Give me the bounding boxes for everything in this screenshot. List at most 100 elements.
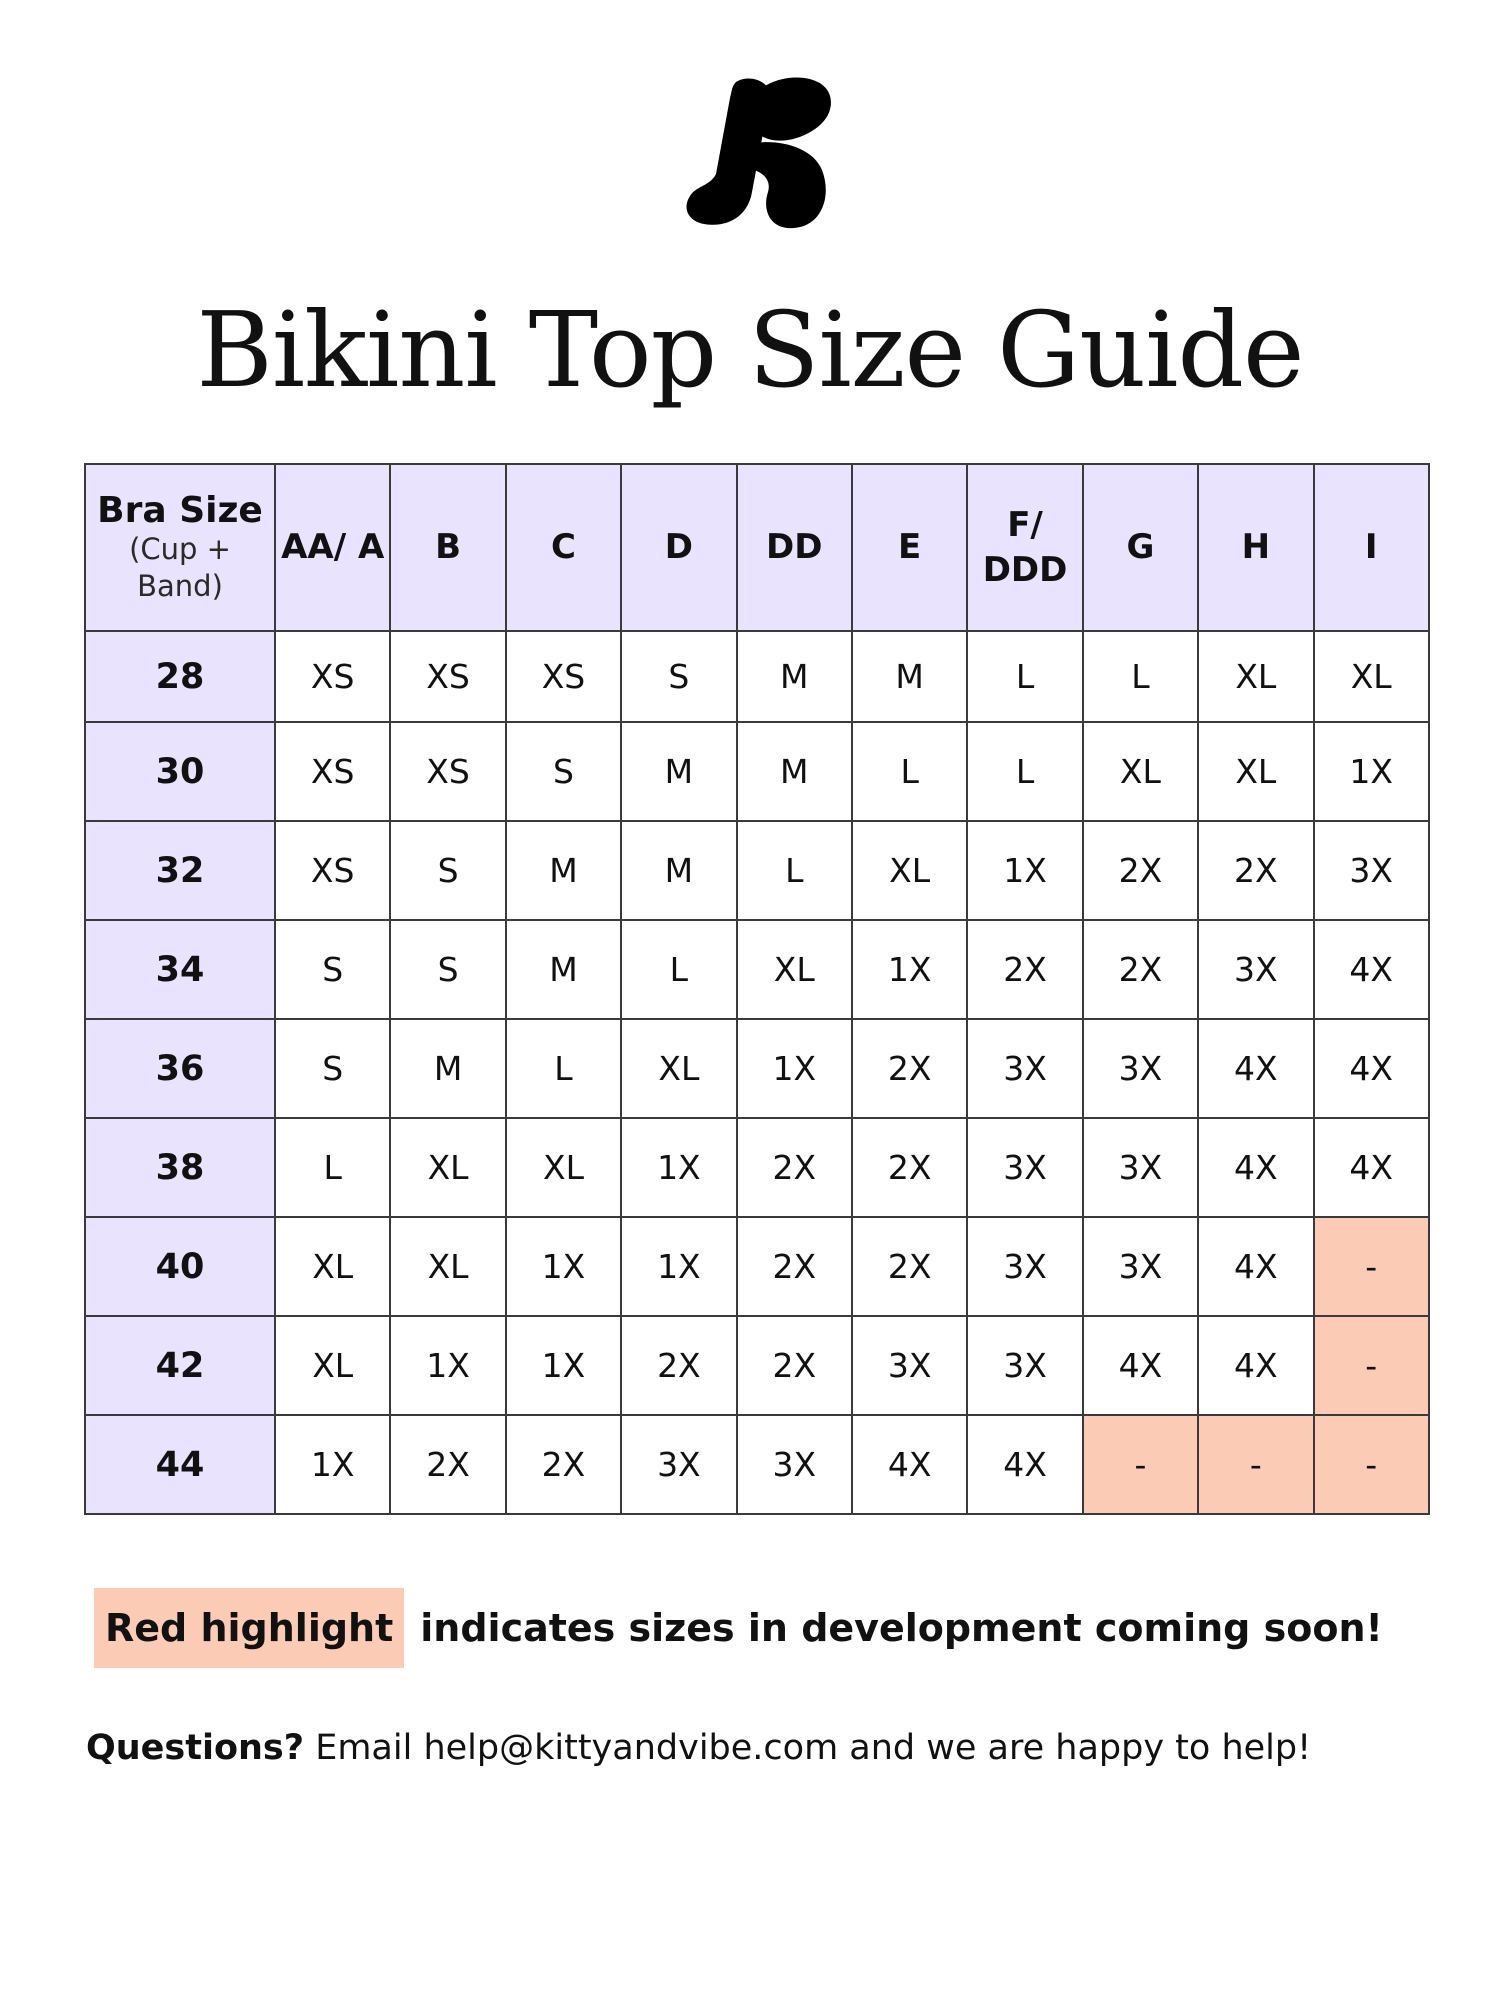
size-cell: 1X	[273, 1414, 392, 1515]
kitty-and-vibe-k-logo-icon	[686, 77, 831, 229]
size-cell: 4X	[1312, 919, 1430, 1020]
legend-text: indicates sizes in development coming so…	[420, 1606, 1383, 1650]
size-cell: 2X	[1197, 820, 1315, 921]
cup-header: H	[1197, 463, 1315, 632]
size-cell-coming-soon: -	[1312, 1315, 1430, 1416]
size-cell: L	[620, 919, 738, 1020]
size-cell: XS	[389, 630, 507, 723]
cup-header: G	[1081, 463, 1200, 632]
cup-header: B	[389, 463, 507, 632]
size-cell: 3X	[620, 1414, 738, 1515]
band-size-cell: 44	[84, 1414, 276, 1515]
size-cell: 1X	[966, 820, 1084, 921]
size-cell: L	[735, 820, 853, 921]
size-cell: 2X	[735, 1216, 853, 1317]
legend-highlight-label: Red highlight	[94, 1588, 405, 1668]
cup-header: C	[504, 463, 623, 632]
size-cell: M	[389, 1018, 507, 1119]
size-cell: 3X	[966, 1018, 1084, 1119]
size-cell: 4X	[966, 1414, 1084, 1515]
size-cell: 2X	[504, 1414, 623, 1515]
size-cell: XL	[273, 1216, 392, 1317]
size-cell: M	[620, 721, 738, 822]
size-cell: XS	[273, 721, 392, 822]
size-cell: XL	[1197, 721, 1315, 822]
size-cell: 4X	[1197, 1315, 1315, 1416]
size-cell-coming-soon: -	[1312, 1414, 1430, 1515]
size-cell: XL	[620, 1018, 738, 1119]
cup-header: AA/ A	[273, 463, 392, 632]
band-size-cell: 28	[84, 630, 276, 723]
size-cell: S	[389, 919, 507, 1020]
size-cell: M	[620, 820, 738, 921]
page-title: Bikini Top Size Guide	[196, 289, 1304, 411]
size-cell: 4X	[1312, 1117, 1430, 1218]
size-cell: S	[389, 820, 507, 921]
size-cell: XS	[273, 820, 392, 921]
table-row: 40 XL XL 1X 1X 2X 2X 3X 3X 4X -	[84, 1216, 1430, 1317]
size-cell: 2X	[389, 1414, 507, 1515]
band-size-header: Bra Size (Cup + Band)	[84, 463, 276, 632]
size-cell: XL	[504, 1117, 623, 1218]
size-cell: 3X	[966, 1216, 1084, 1317]
size-cell: 2X	[735, 1117, 853, 1218]
size-cell: L	[850, 721, 969, 822]
size-cell: 2X	[1081, 820, 1200, 921]
size-cell: 1X	[850, 919, 969, 1020]
size-cell: M	[504, 919, 623, 1020]
size-cell: L	[273, 1117, 392, 1218]
band-size-cell: 30	[84, 721, 276, 822]
size-cell: 1X	[735, 1018, 853, 1119]
size-cell: 2X	[850, 1117, 969, 1218]
size-cell: 2X	[620, 1315, 738, 1416]
size-cell: XL	[850, 820, 969, 921]
band-size-cell: 32	[84, 820, 276, 921]
size-cell: 2X	[1081, 919, 1200, 1020]
size-cell: M	[504, 820, 623, 921]
table-row: 34 S S M L XL 1X 2X 2X 3X 4X	[84, 919, 1430, 1020]
size-cell: L	[504, 1018, 623, 1119]
size-cell: XL	[735, 919, 853, 1020]
size-cell: M	[735, 721, 853, 822]
table-row: 42 XL 1X 1X 2X 2X 3X 3X 4X 4X -	[84, 1315, 1430, 1416]
size-cell: M	[735, 630, 853, 723]
size-cell: 4X	[1081, 1315, 1200, 1416]
band-size-cell: 36	[84, 1018, 276, 1119]
size-cell: XL	[1312, 630, 1430, 723]
cup-header: D	[620, 463, 738, 632]
size-cell: 2X	[735, 1315, 853, 1416]
legend: Red highlight indicates sizes in develop…	[94, 1588, 1434, 1668]
table-row: 30 XS XS S M M L L XL XL 1X	[84, 721, 1430, 822]
size-cell: 3X	[1081, 1117, 1200, 1218]
size-chart-table: Bra Size (Cup + Band) AA/ A B C D DD E F/ DDD G…	[84, 463, 1430, 1515]
table-row: 32 XS S M M L XL 1X 2X 2X 3X	[84, 820, 1430, 921]
size-cell: S	[273, 919, 392, 1020]
size-cell: XL	[1081, 721, 1200, 822]
size-cell: XL	[389, 1216, 507, 1317]
contact-lead: Questions?	[86, 1728, 305, 1768]
size-cell: XS	[504, 630, 623, 723]
size-cell: 3X	[735, 1414, 853, 1515]
size-cell: L	[966, 721, 1084, 822]
size-cell: 3X	[1312, 820, 1430, 921]
size-cell: L	[966, 630, 1084, 723]
size-cell: 1X	[504, 1216, 623, 1317]
table-row: 44 1X 2X 2X 3X 3X 4X 4X - - -	[84, 1414, 1430, 1515]
band-size-cell: 34	[84, 919, 276, 1020]
size-cell: 1X	[1312, 721, 1430, 822]
size-cell: 4X	[1312, 1018, 1430, 1119]
band-size-cell: 40	[84, 1216, 276, 1317]
size-cell: 3X	[1081, 1216, 1200, 1317]
size-cell: S	[504, 721, 623, 822]
size-cell: 1X	[389, 1315, 507, 1416]
size-cell: 3X	[1197, 919, 1315, 1020]
size-cell: 4X	[1197, 1216, 1315, 1317]
band-size-header-title: Bra Size	[97, 489, 263, 531]
size-cell: 3X	[850, 1315, 969, 1416]
size-cell: 3X	[966, 1117, 1084, 1218]
table-row: 36 S M L XL 1X 2X 3X 3X 4X 4X	[84, 1018, 1430, 1119]
size-cell: 4X	[1197, 1018, 1315, 1119]
size-cell: L	[1081, 630, 1200, 723]
size-cell: 4X	[850, 1414, 969, 1515]
size-cell: 3X	[1081, 1018, 1200, 1119]
